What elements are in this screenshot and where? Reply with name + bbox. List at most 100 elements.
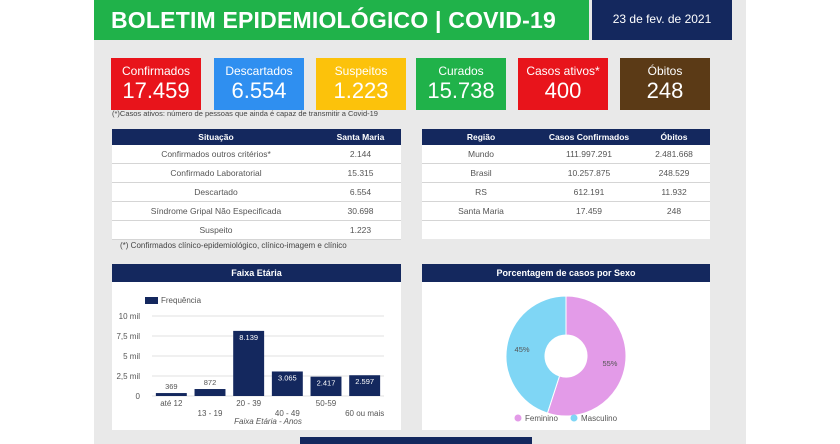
card-value: 400 xyxy=(544,78,582,103)
y-tick-label: 5 mil xyxy=(123,352,140,361)
table-cell: 1.223 xyxy=(349,225,372,235)
table-cell: 15.315 xyxy=(347,168,374,178)
bar-value-label: 369 xyxy=(165,382,178,391)
table-row-empty xyxy=(422,221,710,239)
card-label: Confirmados xyxy=(121,64,191,78)
card-label: Suspeitos xyxy=(334,64,388,78)
column-header: Região xyxy=(466,132,496,142)
slice-label: 45% xyxy=(515,345,530,354)
table-cell: 111.997.291 xyxy=(565,149,612,159)
age-bar-chart: 0 2,5 mil 5 mil 7,5 mil 10 mil Frequência 369 a… xyxy=(116,296,384,426)
pie-slice xyxy=(505,295,567,414)
page-title: BOLETIM EPIDEMIOLÓGICO | COVID-19 xyxy=(94,0,589,40)
x-tick-label: 40 - 49 xyxy=(275,409,300,418)
card-casos-ativos: Casos ativos* 400 xyxy=(518,58,608,110)
slice-label: 55% xyxy=(602,359,617,368)
bar-chart-panel: 0 2,5 mil 5 mil 7,5 mil 10 mil Frequência 369 a… xyxy=(112,282,401,430)
card-value: 248 xyxy=(646,78,684,103)
y-tick-label: 10 mil xyxy=(119,312,141,321)
report-date: 23 de fev. de 2021 xyxy=(592,0,732,40)
footer-bar xyxy=(300,437,532,444)
bar-value-label: 872 xyxy=(204,378,217,387)
bar-value-label: 3.065 xyxy=(278,373,297,382)
bar-value-label: 2.597 xyxy=(355,377,374,386)
x-tick-label: 13 - 19 xyxy=(198,409,223,418)
table-row: Mundo 111.997.291 2.481.668 xyxy=(422,145,710,164)
x-tick-label: 20 - 39 xyxy=(236,399,261,408)
table-cell: RS xyxy=(475,187,487,197)
card-label: Curados xyxy=(438,64,484,78)
column-header: Casos Confirmados xyxy=(548,132,630,142)
table-cell: 2.481.668 xyxy=(655,149,693,159)
table-cell: Santa Maria xyxy=(458,206,504,216)
pie-chart-title: Porcentagem de casos por Sexo xyxy=(422,264,710,282)
table-cell: Síndrome Gripal Não Especificada xyxy=(150,206,282,216)
table-cell: 10.257.875 xyxy=(567,168,611,178)
table-cell: Mundo xyxy=(468,149,494,159)
table-row: Santa Maria 17.459 248 xyxy=(422,202,710,221)
x-tick-label: até 12 xyxy=(160,399,183,408)
region-table: Região Casos Confirmados Óbitos Mundo 11… xyxy=(422,129,710,239)
card-value: 6.554 xyxy=(231,78,287,103)
card-value: 17.459 xyxy=(122,78,190,103)
table-cell: Suspeito xyxy=(199,225,233,235)
table-row: Síndrome Gripal Não Especificada 30.698 xyxy=(112,202,401,221)
card-curados: Curados 15.738 xyxy=(416,58,506,110)
legend-label: Feminino xyxy=(525,414,558,423)
table-cell: Confirmado Laboratorial xyxy=(170,168,262,178)
bar xyxy=(271,371,303,396)
card-obitos: Óbitos 248 xyxy=(620,58,710,110)
card-suspeitos: Suspeitos 1.223 xyxy=(316,58,406,110)
bar-chart-title: Faixa Etária xyxy=(112,264,401,282)
x-tick-label: 60 ou mais xyxy=(345,409,384,418)
table-row: Confirmado Laboratorial 15.315 xyxy=(112,164,401,183)
table-row: RS 612.191 11.932 xyxy=(422,183,710,202)
table-cell: 612.191 xyxy=(573,187,605,197)
bar xyxy=(155,393,187,396)
legend-marker xyxy=(514,414,522,422)
table-row: Brasil 10.257.875 248.529 xyxy=(422,164,710,183)
table-row: Suspeito 1.223 xyxy=(112,221,401,240)
situation-table: Situação Santa Maria Confirmados outros … xyxy=(112,129,401,240)
bar xyxy=(310,376,342,396)
table-cell: 6.554 xyxy=(349,187,372,197)
cards-note: (*)Casos ativos: número de pessoas que a… xyxy=(112,109,378,118)
table-cell: 248.529 xyxy=(658,168,690,178)
card-value: 1.223 xyxy=(333,78,389,103)
bar xyxy=(349,375,381,396)
table-header: Situação Santa Maria xyxy=(112,129,401,145)
y-tick-label: 7,5 mil xyxy=(116,332,140,341)
table-header: Região Casos Confirmados Óbitos xyxy=(422,129,710,145)
card-value: 15.738 xyxy=(427,78,495,103)
y-tick-label: 2,5 mil xyxy=(116,372,140,381)
column-header: Situação xyxy=(198,132,234,142)
bar-value-label: 2.417 xyxy=(317,379,336,388)
table-cell: 30.698 xyxy=(347,206,374,216)
table-cell: Confirmados outros critérios* xyxy=(161,149,271,159)
column-header: Santa Maria xyxy=(336,132,385,142)
table-row: Descartado 6.554 xyxy=(112,183,401,202)
legend-swatch xyxy=(145,297,158,304)
card-label: Casos ativos* xyxy=(526,64,600,78)
situation-footnote: (*) Confirmados clínico-epidemiológico, … xyxy=(120,241,347,250)
legend-marker xyxy=(570,414,578,422)
table-cell: 17.459 xyxy=(576,206,602,216)
bar xyxy=(233,330,265,396)
table-cell: 11.932 xyxy=(661,187,687,197)
table-cell: Descartado xyxy=(194,187,238,197)
table-cell: Brasil xyxy=(470,168,492,178)
table-cell: 2.144 xyxy=(349,149,372,159)
bar xyxy=(194,389,226,396)
card-confirmados: Confirmados 17.459 xyxy=(111,58,201,110)
legend-label: Masculino xyxy=(581,414,618,423)
table-row: Confirmados outros critérios* 2.144 xyxy=(112,145,401,164)
card-label: Descartados xyxy=(225,64,293,78)
sex-pie-chart: 55% 45% Feminino Masculino xyxy=(505,295,627,423)
pie-chart-panel: 55% 45% Feminino Masculino xyxy=(422,282,710,430)
x-axis-title: Faixa Etária - Anos xyxy=(234,417,302,426)
card-descartados: Descartados 6.554 xyxy=(214,58,304,110)
legend-label: Frequência xyxy=(161,296,202,305)
table-cell: 248 xyxy=(666,206,682,216)
column-header: Óbitos xyxy=(660,132,688,142)
card-label: Óbitos xyxy=(647,64,683,78)
